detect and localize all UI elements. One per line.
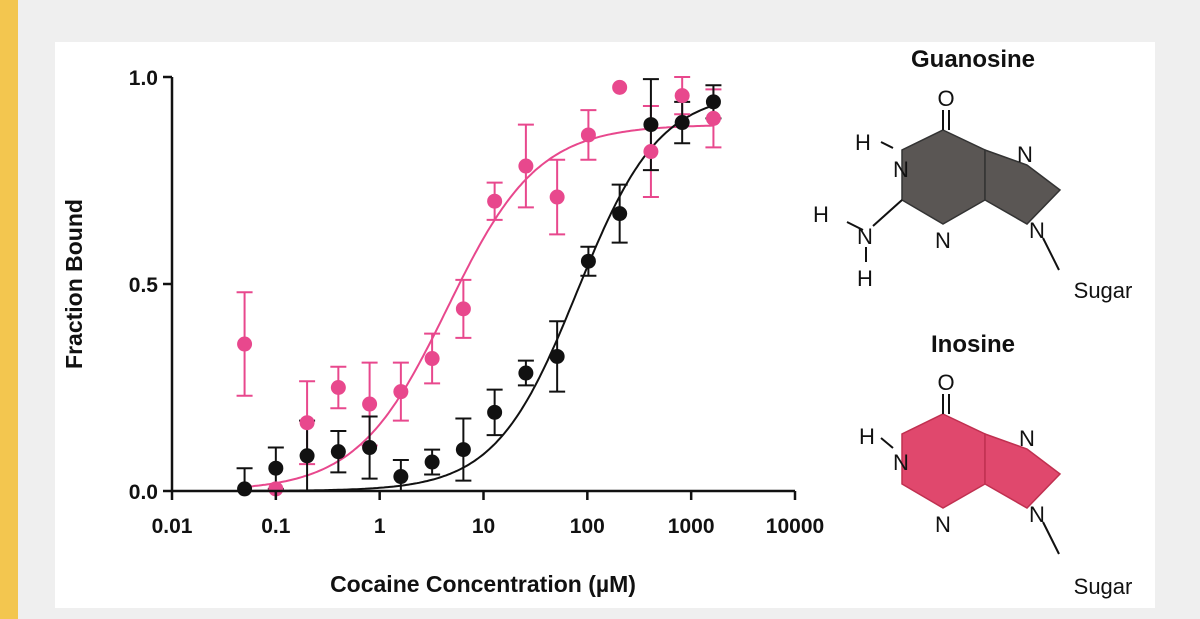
data-point-series-0: [424, 351, 440, 367]
data-point-series-0: [643, 144, 659, 160]
left-accent-bar: [0, 0, 18, 619]
data-point-series-0: [580, 127, 596, 143]
data-point-series-0: [393, 384, 409, 400]
guanosine-o-label: O: [937, 86, 954, 111]
inosine-n3-label: N: [935, 512, 951, 537]
guanosine-nh2-h-bottom-label: H: [857, 266, 873, 291]
guanosine-n9-label: N: [1029, 218, 1045, 243]
x-ticks: 0.01 0.1 1 10 100 1000 10000: [152, 491, 824, 538]
guanosine-n3-label: N: [935, 228, 951, 253]
data-point-series-0: [299, 415, 315, 431]
inosine-sugar-bond: [1042, 521, 1060, 555]
inosine-n9-label: N: [1029, 502, 1045, 527]
x-tick-label: 10: [472, 515, 495, 538]
data-point-series-1: [455, 442, 471, 458]
inosine-n1-label: N: [893, 450, 909, 475]
binding-chart: 0.01 0.1 1 10 100 1000 10000 0.0 0.5 1.0 Cocaine…: [61, 67, 824, 597]
x-tick-label: 1000: [668, 515, 715, 538]
fit-curve-series-0: [244, 124, 714, 488]
inosine-o-label: O: [937, 370, 954, 395]
data-point-series-0: [237, 336, 253, 352]
inosine-six-ring: [901, 413, 986, 509]
data-point-series-0: [518, 158, 534, 174]
data-point-series-0: [330, 380, 346, 395]
inosine-h1-label: H: [859, 424, 875, 449]
guanosine-nh2-n-label: N: [857, 224, 873, 249]
data-point-series-1: [330, 444, 346, 460]
y-tick-label: 0.5: [129, 274, 159, 297]
x-tick-label: 100: [570, 515, 605, 538]
data-points: [237, 79, 721, 497]
data-point-series-1: [424, 454, 440, 470]
data-point-series-1: [580, 253, 596, 269]
guanosine-n1-label: N: [893, 157, 909, 182]
fit-curves: [244, 104, 715, 492]
fit-curve-series-1: [244, 104, 715, 492]
guanosine-n1h-bond: [880, 141, 894, 149]
figure-svg: 0.01 0.1 1 10 100 1000 10000 0.0 0.5 1.0 Cocaine…: [61, 46, 1132, 599]
guanosine-h1-label: H: [855, 130, 871, 155]
data-point-series-1: [518, 365, 534, 381]
x-tick-label: 0.1: [261, 515, 291, 538]
inosine-structure: Inosine O N H N N N Sugar: [859, 331, 1132, 599]
guanosine-structure: Guanosine O N H N H H N N N Sugar: [813, 46, 1132, 303]
x-tick-label: 10000: [766, 515, 824, 538]
y-axis-title: Fraction Bound: [61, 199, 87, 369]
data-point-series-1: [393, 469, 409, 485]
data-point-series-0: [455, 301, 471, 317]
guanosine-nh2-h-left-label: H: [813, 202, 829, 227]
y-tick-label: 0.0: [129, 481, 158, 504]
data-point-series-1: [549, 348, 565, 364]
y-ticks: 0.0 0.5 1.0: [129, 67, 172, 504]
data-point-series-1: [362, 440, 378, 456]
data-point-series-0: [674, 88, 690, 104]
chart-axes: [170, 77, 795, 493]
data-point-series-0: [362, 396, 378, 412]
guanosine-sugar-bond: [1042, 237, 1060, 271]
inosine-five-ring: [984, 432, 1062, 509]
data-point-series-1: [268, 460, 284, 476]
data-point-series-0: [705, 110, 721, 126]
data-point-series-1: [612, 206, 628, 222]
inosine-n7-label: N: [1019, 426, 1035, 451]
data-point-series-1: [674, 115, 690, 131]
data-point-series-0: [487, 193, 503, 209]
data-point-series-1: [487, 404, 503, 420]
inosine-n1h-bond: [880, 437, 894, 449]
y-tick-label: 1.0: [129, 67, 158, 90]
guanosine-sugar-label: Sugar: [1074, 278, 1133, 303]
inosine-sugar-label: Sugar: [1074, 574, 1133, 599]
data-point-series-1: [299, 448, 315, 464]
figure-panel: 0.01 0.1 1 10 100 1000 10000 0.0 0.5 1.0 Cocaine…: [55, 42, 1155, 608]
guanosine-title: Guanosine: [911, 46, 1035, 73]
data-point-series-0: [549, 189, 565, 205]
data-point-series-1: [643, 117, 659, 133]
data-point-series-1: [237, 481, 253, 497]
data-point-series-1: [705, 94, 721, 110]
data-point-series-0: [268, 481, 284, 497]
guanosine-nh-bond: [846, 221, 864, 231]
x-tick-label: 0.01: [152, 515, 193, 538]
guanosine-six-ring: [901, 129, 986, 225]
guanosine-n7-label: N: [1017, 142, 1033, 167]
data-point-series-0: [612, 79, 628, 95]
inosine-title: Inosine: [931, 331, 1015, 358]
guanosine-nh2-bond: [872, 199, 903, 227]
x-axis-title: Cocaine Concentration (µM): [330, 571, 636, 597]
x-tick-label: 1: [374, 515, 386, 538]
guanosine-five-ring: [984, 148, 1062, 225]
